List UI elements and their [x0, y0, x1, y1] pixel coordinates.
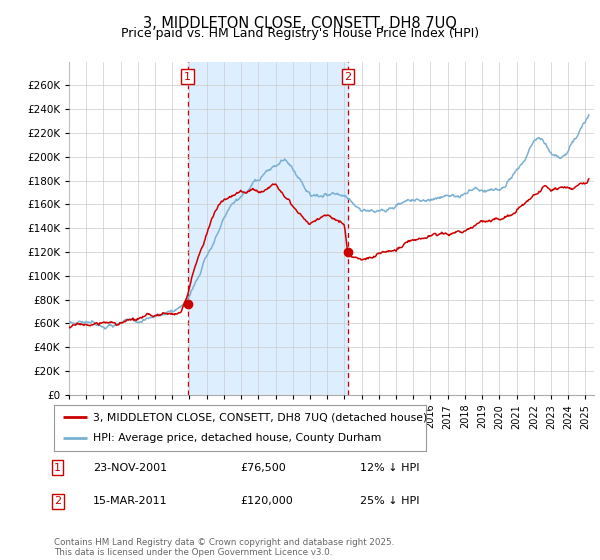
Text: 2: 2 [344, 72, 352, 82]
Text: 15-MAR-2011: 15-MAR-2011 [93, 496, 167, 506]
Text: 25% ↓ HPI: 25% ↓ HPI [360, 496, 419, 506]
Text: 12% ↓ HPI: 12% ↓ HPI [360, 463, 419, 473]
Text: 3, MIDDLETON CLOSE, CONSETT, DH8 7UQ: 3, MIDDLETON CLOSE, CONSETT, DH8 7UQ [143, 16, 457, 31]
Text: 23-NOV-2001: 23-NOV-2001 [93, 463, 167, 473]
Text: Price paid vs. HM Land Registry's House Price Index (HPI): Price paid vs. HM Land Registry's House … [121, 27, 479, 40]
Text: 1: 1 [184, 72, 191, 82]
Bar [188, 62, 348, 395]
Text: 1: 1 [54, 463, 61, 473]
Text: £76,500: £76,500 [240, 463, 286, 473]
Text: HPI: Average price, detached house, County Durham: HPI: Average price, detached house, Coun… [93, 433, 382, 444]
Text: 3, MIDDLETON CLOSE, CONSETT, DH8 7UQ (detached house): 3, MIDDLETON CLOSE, CONSETT, DH8 7UQ (de… [93, 412, 427, 422]
Text: £120,000: £120,000 [240, 496, 293, 506]
Text: 2: 2 [54, 496, 61, 506]
Text: Contains HM Land Registry data © Crown copyright and database right 2025.
This d: Contains HM Land Registry data © Crown c… [54, 538, 394, 557]
